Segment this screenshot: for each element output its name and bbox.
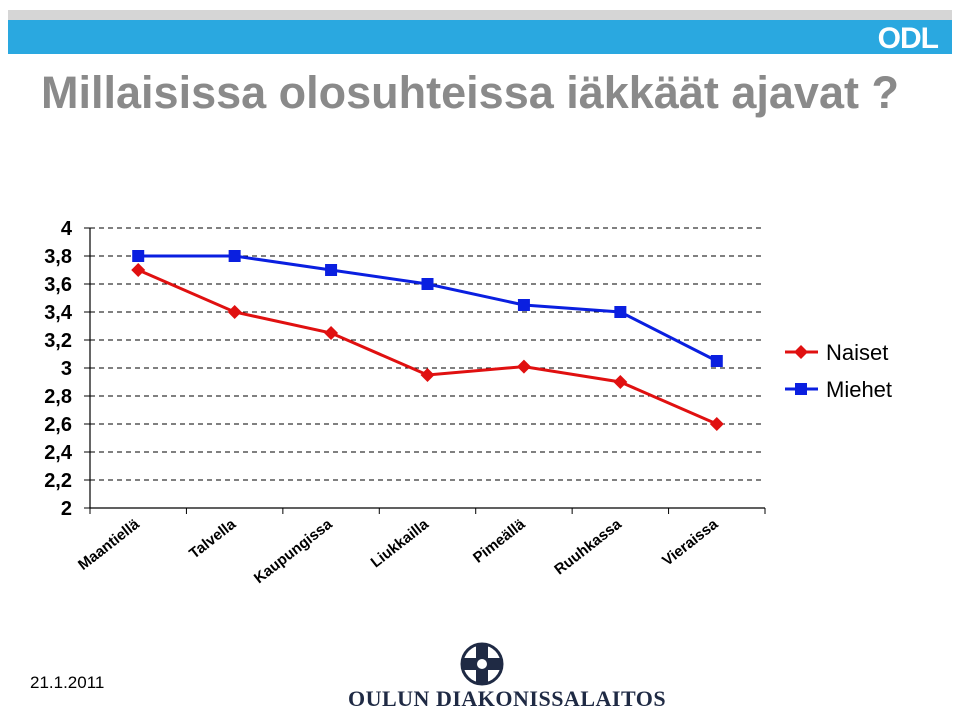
data-point-naiset [324, 326, 339, 340]
y-tick-label: 3,6 [44, 274, 72, 296]
data-point-miehet [710, 355, 723, 367]
data-point-miehet [132, 250, 145, 262]
x-tick-label: Vieraissa [659, 515, 722, 569]
data-point-miehet [228, 250, 241, 262]
series-line-naiset [137, 268, 718, 426]
x-tick-label: Maantiellä [75, 515, 143, 573]
organization-logo: OULUN DIAKONISSALAITOS [348, 640, 667, 711]
y-tick-label: 2,2 [44, 470, 72, 492]
x-tick-label: Talvella [186, 515, 239, 562]
y-tick-label: 3,8 [44, 246, 72, 268]
x-tick-label: Kaupungissa [251, 515, 336, 587]
legend-marker [794, 345, 808, 359]
cross-emblem-icon [460, 642, 504, 686]
y-tick-label: 3,2 [44, 330, 72, 352]
legend-label: Miehet [826, 377, 892, 402]
x-tick-label: Ruuhkassa [551, 515, 625, 578]
x-tick-label: Pimeällä [470, 515, 529, 566]
legend-marker [795, 383, 807, 395]
slide-title: Millaisissa olosuhteissa iäkkäät ajavat … [41, 67, 899, 118]
data-point-naiset [227, 305, 242, 319]
legend-label: Naiset [826, 340, 888, 365]
data-point-miehet [517, 299, 530, 311]
data-point-miehet [325, 264, 338, 276]
header-bar-blue [8, 20, 952, 54]
data-point-naiset [613, 375, 628, 389]
y-tick-label: 2,6 [44, 414, 72, 436]
brand-logo: ODL [877, 22, 939, 55]
data-point-miehet [614, 306, 627, 318]
y-tick-label: 3,4 [44, 302, 73, 324]
data-point-naiset [420, 368, 435, 382]
data-point-naiset [709, 417, 724, 431]
y-tick-label: 2 [61, 498, 72, 520]
footer-date: 21.1.2011 [30, 673, 105, 692]
header-bar-gray [8, 10, 952, 20]
y-tick-label: 3 [61, 358, 72, 380]
y-tick-label: 4 [61, 218, 73, 240]
data-point-naiset [131, 263, 146, 277]
line-chart: 2 2,2 2,4 2,6 2,8 3 3,2 3,4 3,6 3,8 4 Maantiellä Tal… [44, 218, 892, 587]
x-tick-label: Liukkailla [368, 515, 433, 571]
data-point-naiset [516, 359, 531, 374]
y-tick-label: 2,4 [44, 442, 73, 464]
y-tick-label: 2,8 [44, 386, 72, 408]
organization-name: OULUN DIAKONISSALAITOS [348, 686, 667, 711]
data-point-miehet [421, 278, 434, 290]
